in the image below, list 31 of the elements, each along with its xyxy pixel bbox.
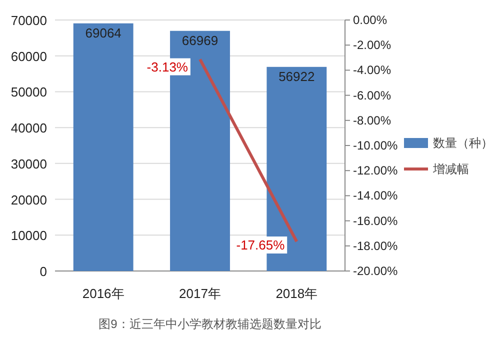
y2-tick-label: -4.00%	[353, 63, 392, 78]
y-tick-label: 0	[40, 264, 47, 279]
y2-tick-label: -2.00%	[353, 38, 392, 52]
y-tick-label: 30000	[10, 156, 47, 172]
y2-tick-label: -12.00%	[353, 164, 398, 178]
y2-tick-label: -16.00%	[353, 214, 398, 228]
y2-tick-label: -20.00%	[353, 264, 398, 278]
y2-tick-label: -10.00%	[353, 138, 398, 152]
y-tick-label: 50000	[10, 84, 47, 100]
x-tick-label: 2018年	[276, 286, 318, 301]
y-tick-label: 10000	[10, 228, 47, 244]
data-label: 56922	[278, 68, 315, 84]
data-label: 66969	[182, 32, 218, 48]
caption: 图9：近三年中小学教材教辅选题数量对比	[98, 317, 322, 331]
y-tick-label: 60000	[10, 48, 47, 64]
y-tick-label: 70000	[10, 13, 47, 28]
legend-label: 数量（种）	[433, 136, 493, 150]
y2-tick-label: -8.00%	[353, 113, 392, 128]
y-tick-label: 40000	[10, 120, 47, 136]
x-tick-label: 2017年	[179, 286, 221, 301]
data-label: -17.65%	[236, 238, 286, 253]
y-tick-label: 20000	[10, 192, 47, 208]
y2-tick-label: 0.00%	[353, 13, 388, 27]
data-label: -3.13%	[146, 59, 188, 74]
bar	[73, 23, 134, 271]
x-tick-label: 2016年	[82, 286, 124, 301]
y2-tick-label: -18.00%	[353, 238, 398, 253]
legend-label: 增减幅	[432, 162, 469, 176]
y2-tick-label: -14.00%	[353, 188, 398, 203]
data-label: 69064	[85, 25, 122, 40]
y2-tick-label: -6.00%	[353, 88, 392, 102]
